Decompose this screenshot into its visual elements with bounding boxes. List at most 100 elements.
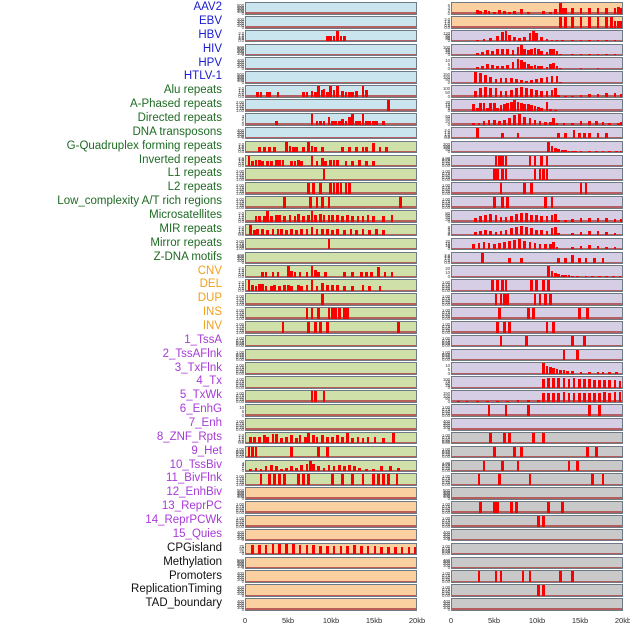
ytick-label: 1.0 (238, 145, 244, 151)
track-left-12 (245, 168, 417, 182)
ytick-label: 0.50 (441, 408, 450, 414)
ytick-label: 1.50 (235, 297, 244, 303)
track-baseline (246, 580, 416, 583)
track-left-2 (245, 29, 417, 43)
data-bar (325, 321, 329, 333)
data-bar (557, 273, 561, 278)
ytick-label: 1.0 (444, 131, 450, 137)
data-bar (327, 197, 331, 208)
ytick-label: 100 (236, 64, 244, 70)
track-baseline (246, 344, 416, 347)
ytick-label: 400 (236, 16, 244, 22)
ytick-label: 500 (442, 488, 450, 494)
data-bar (380, 546, 384, 555)
ytick-label: 0.25 (441, 507, 450, 513)
track-baseline (246, 497, 416, 499)
ytick-label: 400 (236, 4, 244, 10)
data-bar (320, 89, 324, 97)
data-bar (371, 121, 375, 125)
data-bar (579, 94, 583, 97)
data-bar (605, 275, 608, 278)
data-bar (535, 32, 539, 42)
data-bar (305, 464, 309, 472)
data-bar (310, 308, 314, 319)
data-bar (487, 242, 491, 250)
ytick-label: 0.00 (441, 329, 450, 335)
data-bar (319, 321, 322, 333)
data-bar (300, 229, 304, 236)
data-bar (257, 159, 261, 167)
ytick-label: 0.25 (235, 355, 244, 361)
ytick-label: 1.0 (238, 228, 244, 234)
data-bar (579, 231, 583, 236)
data-bar (310, 280, 314, 291)
data-bar (251, 160, 254, 167)
ytick-label: 0.00 (441, 523, 450, 529)
ytick-label: 0 (447, 149, 451, 155)
ytick-label: 500 (236, 72, 244, 78)
data-bar (579, 67, 583, 70)
data-bar (503, 432, 506, 444)
track-right-0 (451, 2, 623, 15)
data-bar (274, 215, 278, 222)
data-bar (562, 123, 566, 125)
data-bar (523, 36, 527, 42)
ytick-label: 1.25 (235, 175, 244, 181)
data-bar (557, 149, 561, 153)
track-baseline (246, 26, 416, 28)
data-bar (564, 133, 567, 139)
ytick-label: 1.00 (235, 246, 244, 252)
data-bar (545, 169, 549, 181)
data-bar (509, 101, 513, 111)
data-bar (588, 16, 591, 28)
data-bar (567, 392, 571, 402)
ytick-label: 0.75 (441, 462, 450, 468)
data-bar (503, 321, 506, 333)
ytick-label: 0.75 (441, 296, 450, 302)
track-baseline (246, 566, 416, 569)
data-bar (341, 146, 344, 153)
data-bar (315, 197, 319, 208)
data-bar (503, 119, 506, 125)
data-bar (472, 244, 476, 250)
data-bar (523, 183, 527, 194)
data-bar (528, 118, 532, 125)
data-bar (361, 146, 365, 153)
data-bar (368, 121, 372, 125)
data-bar (312, 545, 316, 555)
data-bar (477, 242, 481, 250)
track-right-11 (451, 154, 623, 168)
ytick-label: 0.75 (441, 573, 450, 579)
track-baseline (246, 12, 416, 14)
data-bar (513, 239, 516, 250)
track-left-43 (245, 598, 417, 611)
data-bar (547, 502, 550, 513)
data-bar (601, 121, 605, 125)
track-baseline (246, 109, 416, 111)
data-bar (603, 392, 607, 402)
data-bar (342, 466, 346, 472)
data-bar (319, 545, 322, 555)
data-bar (615, 372, 618, 375)
ytick-label: 0.75 (441, 587, 450, 593)
data-bar (579, 7, 583, 14)
ytick-label: 0.5 (238, 36, 244, 42)
ytick-label: 400 (236, 127, 244, 133)
track-baseline (452, 275, 622, 278)
data-bar (577, 133, 581, 139)
data-bar (588, 54, 591, 56)
data-bar (492, 502, 496, 513)
track-right-32 (451, 445, 623, 459)
ytick-label: 0 (241, 135, 245, 141)
ytick-label: 2 (241, 464, 245, 470)
ytick-label: 0 (241, 121, 245, 127)
data-bar (489, 230, 493, 236)
ytick-label: 200 (442, 602, 450, 608)
track-baseline (452, 580, 622, 583)
data-bar (336, 215, 339, 222)
track-baseline (246, 525, 416, 527)
data-bar (533, 119, 537, 125)
ytick-label: 300 (442, 601, 450, 607)
data-bar (559, 571, 562, 583)
data-bar (310, 210, 314, 222)
